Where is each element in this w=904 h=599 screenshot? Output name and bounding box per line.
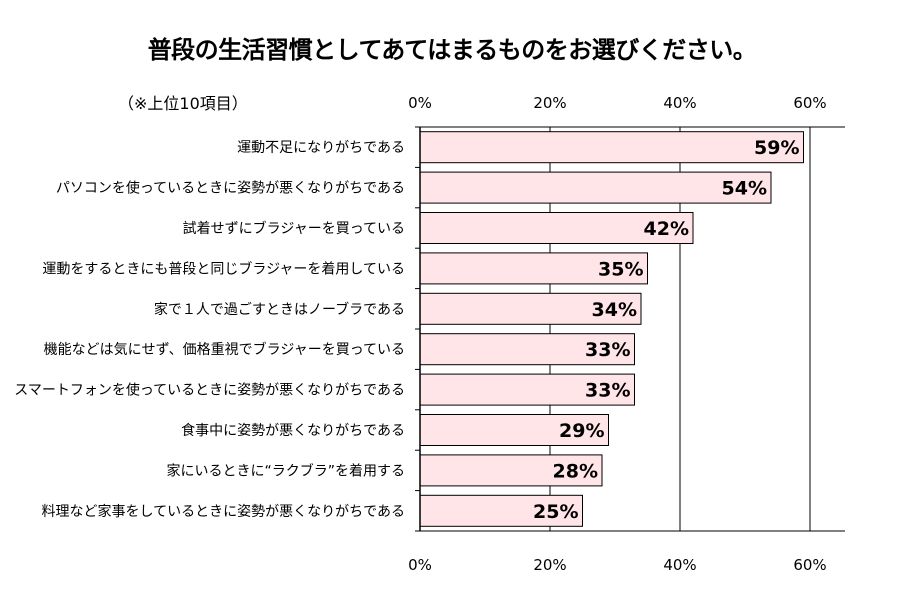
category-label: 運動不足になりがちである	[237, 140, 405, 156]
chart-title: 普段の生活習慣としてあてはまるものをお選びください。	[147, 36, 757, 64]
category-label: スマートフォンを使っているときに姿勢が悪くなりがちである	[14, 382, 405, 399]
value-label: 59%	[754, 137, 799, 159]
value-label: 54%	[722, 178, 767, 200]
x-tick-label-top: 20%	[533, 94, 566, 112]
axes	[415, 126, 845, 532]
category-label: パソコンを使っているときに姿勢が悪くなりがちである	[56, 180, 405, 197]
x-tick-label-bottom: 0%	[408, 556, 432, 574]
value-label: 33%	[585, 380, 630, 402]
category-label: 家で１人で過ごすときはノーブラである	[154, 301, 405, 318]
x-tick-label-bottom: 40%	[663, 556, 696, 574]
bars	[419, 131, 804, 527]
category-label: 料理など家事をしているときに姿勢が悪くなりがちである	[42, 503, 405, 520]
bar	[419, 373, 635, 406]
bar	[419, 414, 609, 446]
bar	[419, 171, 772, 204]
bar	[419, 131, 804, 164]
value-label: 42%	[644, 218, 689, 240]
value-label: 34%	[592, 299, 637, 321]
value-label: 33%	[585, 339, 630, 361]
bar	[419, 252, 648, 285]
category-label: 試着せずにブラジャーを買っている	[183, 220, 405, 237]
value-label: 29%	[559, 420, 604, 442]
bar	[419, 212, 694, 244]
category-label: 食事中に姿勢が悪くなりがちである	[181, 422, 405, 439]
value-label: 35%	[598, 258, 643, 280]
x-tick-label-bottom: 60%	[793, 556, 826, 574]
value-label: 28%	[553, 460, 598, 482]
category-label: 家にいるときに“ラクブラ”を着用する	[166, 462, 405, 479]
x-tick-label-bottom: 20%	[533, 556, 566, 574]
x-tick-label-top: 40%	[663, 94, 696, 112]
x-tick-label-top: 60%	[793, 94, 826, 112]
labels: 運動不足になりがちである 59% パソコンを使っているときに姿勢が悪くなりがちである…	[14, 94, 826, 574]
bar	[419, 292, 642, 325]
bar	[419, 333, 635, 366]
value-label: 25%	[533, 501, 578, 523]
category-label: 機能などは気にせず、価格重視でブラジャーを買っている	[44, 341, 405, 358]
category-label: 運動をするときにも普段と同じブラジャーを着用している	[42, 260, 405, 277]
bar	[419, 494, 583, 527]
chart-note: （※上位10項目）	[118, 94, 248, 113]
x-tick-label-top: 0%	[408, 94, 432, 112]
bar	[419, 454, 603, 487]
